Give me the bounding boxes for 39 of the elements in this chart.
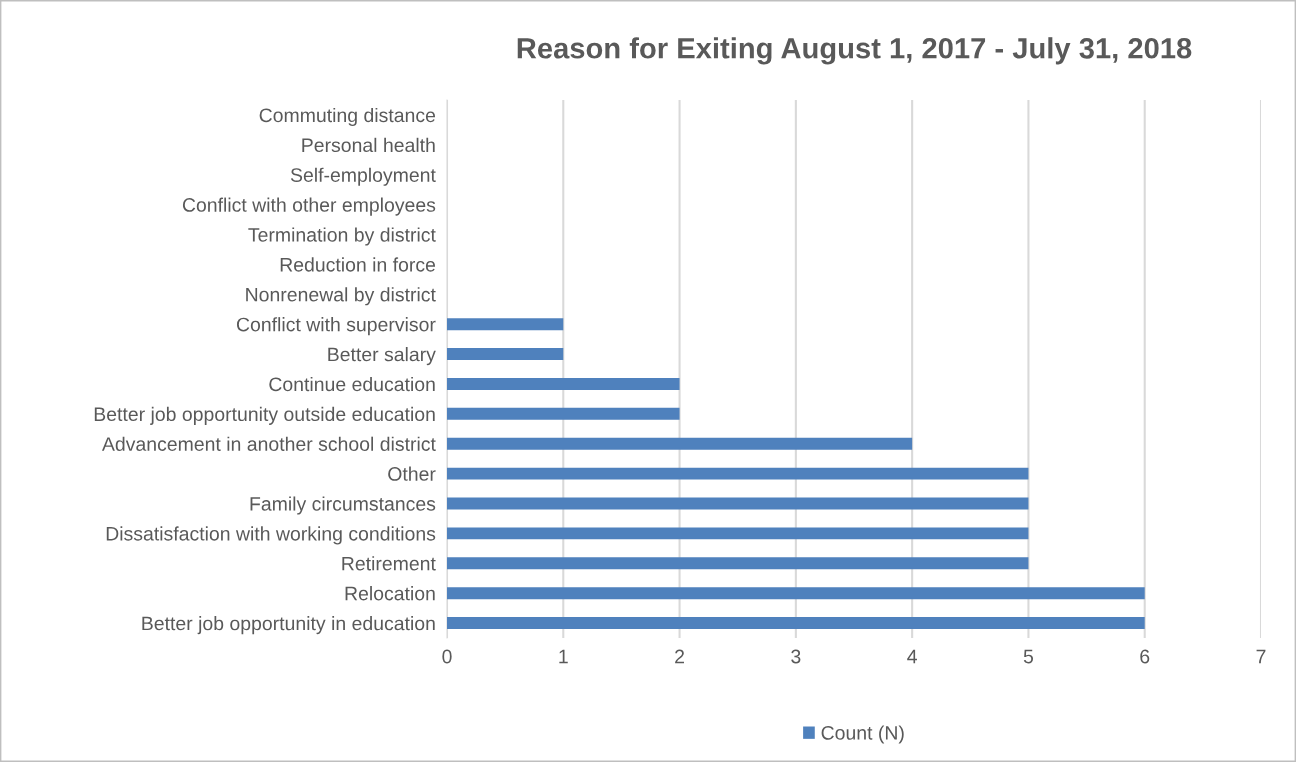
y-tick-label: Better salary xyxy=(328,347,436,366)
y-tick-label: Better job opportunity in education xyxy=(142,616,435,635)
y-tick-label: Nonrenewal by district xyxy=(246,287,436,306)
y-tick-label: Conflict with supervisor xyxy=(236,317,436,336)
y-tick-label: Relocation xyxy=(345,586,435,601)
bar xyxy=(447,557,1029,570)
y-tick-label: Commuting distance xyxy=(259,107,436,127)
x-tick-label: 1 xyxy=(559,649,568,664)
x-tick-label: 3 xyxy=(791,649,801,664)
bar xyxy=(447,617,1145,630)
bar xyxy=(447,377,680,390)
chart-title: Reason for Exiting August 1, 2017 - July 31, 2018 xyxy=(517,37,1192,65)
y-tick-label: Family circumstances xyxy=(250,496,436,515)
bar xyxy=(447,497,1029,510)
x-tick-label: 0 xyxy=(442,649,452,664)
y-tick-label: Conflict with other employees xyxy=(182,197,436,216)
x-tick-label: 5 xyxy=(1023,649,1034,664)
legend-label: Count (N) xyxy=(821,725,904,744)
y-tick-label: Personal health xyxy=(302,137,435,153)
y-tick-label: Other xyxy=(388,466,436,481)
bar xyxy=(447,437,913,450)
y-tick-label: Reduction in force xyxy=(280,257,436,272)
bar xyxy=(447,348,564,361)
y-tick-label: Advancement in another school district xyxy=(101,436,436,451)
y-tick-label: Better job opportunity outside education xyxy=(94,406,435,425)
y-tick-label: Self-employment xyxy=(290,167,436,186)
x-tick-label: 6 xyxy=(1140,649,1150,664)
bar xyxy=(447,587,1145,600)
x-tick-label: 4 xyxy=(907,649,917,664)
x-tick-label: 7 xyxy=(1256,649,1266,664)
y-tick-label: Termination by district xyxy=(248,227,436,246)
bar xyxy=(447,527,1029,540)
y-tick-label: Retirement xyxy=(342,556,436,571)
bar xyxy=(447,467,1029,480)
x-tick-label: 2 xyxy=(675,649,684,664)
y-tick-label: Continue education xyxy=(269,376,435,392)
bar xyxy=(447,407,680,420)
y-tick-label: Dissatisfaction with working conditions xyxy=(106,526,436,545)
bar xyxy=(447,318,564,331)
